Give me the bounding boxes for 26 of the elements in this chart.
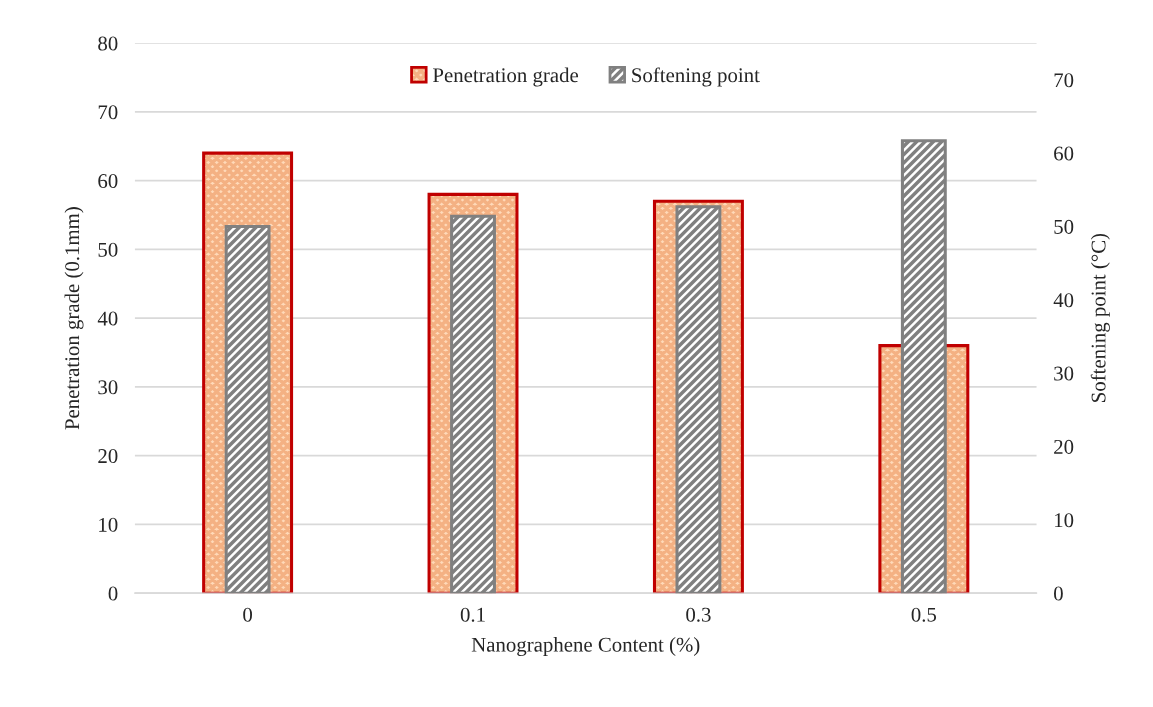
- y2-axis-title: Softening point (°C): [1090, 233, 1110, 402]
- x-axis-title: Nanographene Content (%): [471, 637, 700, 657]
- x-tick-label: 0.5: [911, 607, 937, 622]
- y-tick-label: 40: [97, 311, 118, 326]
- y2-tick-label: 50: [1054, 219, 1074, 234]
- y-tick-label: 50: [98, 242, 118, 257]
- x-tick-label: 0.3: [686, 607, 711, 622]
- x-tick-label: 0: [243, 607, 253, 622]
- y-tick-label: 20: [98, 449, 118, 464]
- y-tick-label: 30: [98, 380, 118, 395]
- y-tick-label: 80: [98, 36, 118, 51]
- y2-tick-label: 70: [1054, 73, 1074, 88]
- y2-tick-label: 30: [1054, 366, 1074, 381]
- y-tick-label: 60: [98, 174, 118, 189]
- y2-tick-label: 20: [1054, 439, 1074, 454]
- y2-tick-label: 60: [1054, 146, 1074, 161]
- y-tick-label: 70: [98, 105, 118, 120]
- y2-tick-label: 0: [1054, 586, 1063, 601]
- x-tick-label: 0.1: [460, 607, 485, 622]
- y2-tick-label: 40: [1053, 293, 1074, 308]
- y-axis-title: Penetration grade (0.1mm): [64, 207, 84, 430]
- y-tick-label: 10: [99, 517, 118, 532]
- legend-label: Softening point: [632, 67, 760, 87]
- legend-label: Penetration grade: [433, 67, 579, 87]
- y2-tick-label: 10: [1055, 513, 1074, 528]
- y-tick-label: 0: [108, 586, 118, 601]
